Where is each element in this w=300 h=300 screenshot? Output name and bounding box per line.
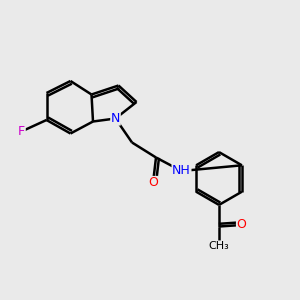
Text: F: F xyxy=(18,125,25,138)
Text: O: O xyxy=(148,176,158,190)
Text: NH: NH xyxy=(172,164,191,178)
Text: CH₃: CH₃ xyxy=(208,241,230,251)
Text: O: O xyxy=(237,218,246,232)
Text: N: N xyxy=(111,112,120,125)
